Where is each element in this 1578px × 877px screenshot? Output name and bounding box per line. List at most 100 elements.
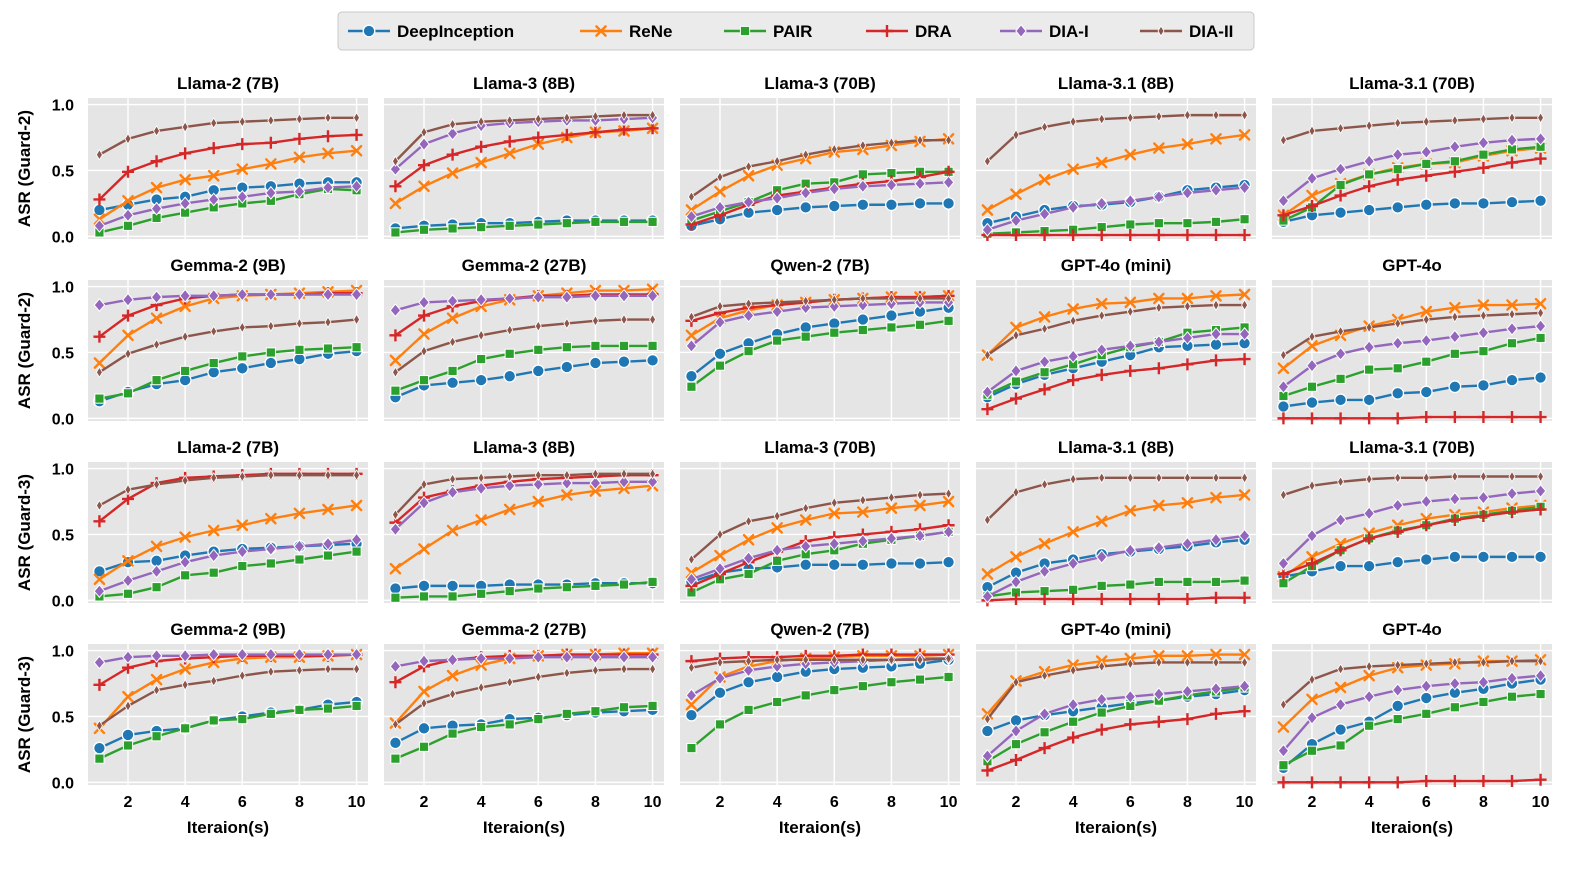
y-tick-label: 0.5 <box>52 709 74 726</box>
series-dra <box>1277 773 1547 789</box>
data-point <box>1476 378 1490 392</box>
series-line <box>99 181 357 212</box>
data-point <box>829 685 840 696</box>
series-pair <box>1278 688 1546 771</box>
data-point <box>561 582 572 593</box>
data-point <box>210 325 218 338</box>
panel-11: Llama-2 (7B) 0.0 0.5 1.0 ASR (Guard-3) <box>15 438 368 610</box>
data-point <box>1391 683 1404 698</box>
data-point <box>449 473 457 485</box>
data-point <box>856 558 870 572</box>
data-point <box>561 650 573 665</box>
data-point <box>802 148 810 161</box>
data-point <box>1476 550 1490 564</box>
data-point <box>884 198 898 212</box>
data-point <box>93 573 106 586</box>
data-point <box>533 344 544 355</box>
data-point <box>1337 475 1345 488</box>
data-point <box>561 708 572 719</box>
data-point <box>389 676 402 689</box>
series-dia-ii <box>95 111 361 161</box>
series-line <box>394 113 653 163</box>
data-point <box>773 654 781 666</box>
data-point <box>649 663 657 675</box>
data-point <box>1238 129 1251 141</box>
series-dia-ii <box>687 487 953 566</box>
data-point <box>534 469 542 481</box>
series-line <box>1283 778 1541 784</box>
data-point <box>561 489 573 501</box>
data-point <box>589 126 602 139</box>
data-point <box>589 485 602 497</box>
data-point <box>265 185 277 200</box>
data-point <box>983 349 991 361</box>
series-line <box>394 704 653 760</box>
series-line <box>987 688 1245 733</box>
data-point <box>1277 193 1290 208</box>
legend-item-pair: PAIR <box>724 22 812 41</box>
panel-9: GPT-4o (mini) <box>976 256 1256 421</box>
data-point <box>830 143 838 156</box>
data-point <box>983 713 991 725</box>
data-point <box>122 740 134 751</box>
data-point <box>1124 338 1137 353</box>
plot-area <box>384 280 664 421</box>
data-point <box>293 184 306 199</box>
data-point <box>1010 363 1022 378</box>
data-point <box>350 499 363 512</box>
data-point <box>1210 591 1222 604</box>
series-dia-ii <box>391 663 657 731</box>
data-point <box>1448 775 1461 788</box>
data-point <box>563 469 571 481</box>
series-rene <box>389 479 659 575</box>
series-line <box>98 472 357 523</box>
data-point <box>353 469 361 481</box>
data-point <box>1155 301 1163 314</box>
series-line <box>691 657 949 669</box>
legend-label: PAIR <box>773 22 812 41</box>
data-point <box>1124 364 1137 377</box>
data-point <box>532 495 545 508</box>
data-point <box>1010 376 1022 387</box>
series-dia-ii <box>983 656 1249 725</box>
data-point <box>1095 229 1108 242</box>
data-point <box>1420 411 1433 424</box>
series-line <box>99 293 357 307</box>
data-point <box>122 208 134 223</box>
data-point <box>92 741 106 755</box>
data-point <box>322 703 334 714</box>
data-point <box>714 671 726 686</box>
data-point <box>322 180 334 195</box>
data-point <box>828 181 841 196</box>
data-point <box>1306 528 1318 543</box>
panel-title: Llama-3 (8B) <box>473 74 575 93</box>
data-point <box>503 369 517 383</box>
series-dia-ii <box>95 313 361 379</box>
data-point <box>945 134 953 146</box>
data-point <box>446 312 459 325</box>
data-point <box>647 576 658 588</box>
data-point <box>1392 714 1403 725</box>
data-point <box>647 216 658 227</box>
data-point <box>236 163 249 175</box>
data-point <box>210 117 218 129</box>
data-point <box>351 342 362 353</box>
data-point <box>942 555 956 569</box>
plot-area <box>88 644 368 785</box>
data-point <box>1420 679 1433 694</box>
data-point <box>265 558 276 569</box>
data-point <box>178 373 192 387</box>
data-point <box>1391 699 1405 713</box>
series-pair <box>686 315 954 392</box>
series-line <box>1283 415 1541 420</box>
data-point <box>1210 354 1222 367</box>
data-point <box>1479 113 1487 125</box>
data-point <box>1095 593 1108 606</box>
data-point <box>122 690 134 703</box>
data-point <box>506 114 514 127</box>
data-point <box>1391 555 1405 569</box>
data-point <box>1279 698 1287 711</box>
series-line <box>987 710 1245 772</box>
data-point <box>981 403 994 416</box>
